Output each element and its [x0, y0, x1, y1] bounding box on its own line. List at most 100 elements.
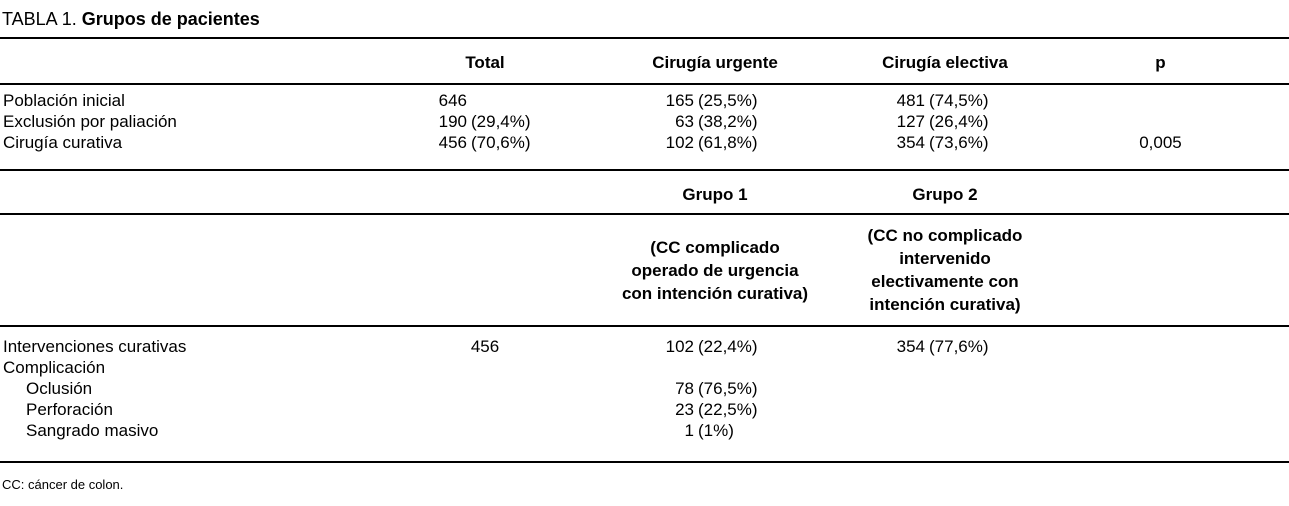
cell-grupo-1: 102 (22,4%) [572, 336, 858, 357]
cell-urgente: 165 (25,5%) [572, 90, 858, 111]
row-label: Exclusión por paliación [3, 112, 177, 131]
cell-p-value [1032, 90, 1289, 111]
cell-number: 646 [438, 91, 467, 110]
header-empty [0, 39, 398, 83]
header-total: Total [465, 53, 505, 72]
table-title-label: TABLA 1. [2, 9, 77, 29]
cell-number: 102 [665, 133, 694, 152]
row-label: Sangrado masivo [26, 421, 159, 440]
header-cirugia-urgente: Cirugía urgente [652, 53, 778, 72]
cell-percent: (22,4%) [698, 337, 758, 356]
cell-p-value [1032, 111, 1289, 132]
cell-total: 456 [470, 337, 500, 356]
cell-percent: (70,6%) [471, 133, 531, 152]
cell-empty [1032, 420, 1289, 441]
cell-total [398, 357, 572, 378]
cell-number: 354 [896, 133, 925, 152]
table-title-name: Grupos de pacientes [81, 9, 260, 29]
description-line: con intención curativa) [621, 283, 809, 303]
horizontal-rule [0, 325, 1289, 327]
row-label: Cirugía curativa [3, 133, 123, 152]
cell-percent: (76,5%) [698, 379, 758, 398]
table-row: Población inicial 646 165 (25,5%) 481 (74,… [0, 90, 1289, 111]
cell-electiva: 127 (26,4%) [858, 111, 1032, 132]
table-row: Exclusión por paliación 190 (29,4%) 63 (38… [0, 111, 1289, 132]
cell-number: 354 [896, 337, 925, 356]
cell-total: 646 [398, 90, 572, 111]
description-line: intervenido [899, 249, 991, 268]
header-cirugia-electiva: Cirugía electiva [882, 53, 1008, 72]
cell-electiva: 481 (74,5%) [858, 90, 1032, 111]
horizontal-rule [0, 213, 1289, 215]
cell-percent: (74,5%) [929, 91, 989, 110]
cell-total [398, 420, 572, 441]
cell-grupo-2 [858, 357, 1032, 378]
table-row: Complicación [0, 357, 1289, 378]
cell-urgente: 102 (61,8%) [572, 132, 858, 153]
cell-total [398, 399, 572, 420]
footnote: CC: cáncer de colon. [2, 477, 124, 492]
cell-grupo-1: 23 (22,5%) [572, 399, 858, 420]
cell-grupo-1 [572, 357, 858, 378]
cell-total [398, 378, 572, 399]
column-header-row: Total Cirugía urgente Cirugía electiva p [0, 39, 1289, 83]
row-label: Intervenciones curativas [3, 337, 187, 356]
cell-percent: (29,4%) [471, 112, 531, 131]
horizontal-rule [0, 37, 1289, 39]
cell-percent: (38,2%) [698, 112, 758, 131]
header-empty [0, 171, 398, 213]
description-line: intención curativa) [869, 295, 1021, 314]
cell-number: 127 [896, 112, 925, 131]
cell-percent: (77,6%) [929, 337, 989, 356]
row-label: Complicación [3, 358, 106, 377]
row-label: Población inicial [3, 91, 125, 110]
table-row: Perforación 23 (22,5%) [0, 399, 1289, 420]
header-grupo-2: Grupo 2 [912, 185, 978, 204]
cell-number: 63 [675, 112, 694, 131]
horizontal-rule [0, 83, 1289, 85]
group-header-row: Grupo 1 Grupo 2 [0, 171, 1289, 213]
cell-grupo-2 [858, 399, 1032, 420]
cell-percent: (73,6%) [929, 133, 989, 152]
table-row: Oclusión 78 (76,5%) [0, 378, 1289, 399]
cell-percent: (25,5%) [698, 91, 758, 110]
cell-number: 1 [684, 421, 694, 440]
cell-grupo-2 [858, 378, 1032, 399]
header-grupo-1: Grupo 1 [682, 185, 748, 204]
cell-grupo-1: 78 (76,5%) [572, 378, 858, 399]
cell-urgente: 63 (38,2%) [572, 111, 858, 132]
cell-grupo-2 [858, 420, 1032, 441]
description-line: (CC complicado [650, 237, 780, 257]
cell-empty [1032, 399, 1289, 420]
top-table-body: Población inicial 646 165 (25,5%) 481 (74,… [0, 85, 1289, 169]
cell-total: 456 (70,6%) [398, 132, 572, 153]
cell-number: 102 [665, 337, 694, 356]
horizontal-rule [0, 461, 1289, 463]
header-p: p [1155, 53, 1166, 72]
bottom-table-body: Intervenciones curativas 456 102 (22,4%) … [0, 327, 1289, 461]
cell-number: 165 [665, 91, 694, 110]
cell-percent: (22,5%) [698, 400, 758, 419]
header-empty [1032, 171, 1289, 213]
cell-number: 481 [896, 91, 925, 110]
description-line: electivamente con [871, 272, 1019, 291]
cell-empty [1032, 378, 1289, 399]
group-description-row: (CC complicado operado de urgencia con i… [0, 215, 1289, 325]
description-line: operado de urgencia [631, 260, 799, 280]
cell-number: 456 [438, 133, 467, 152]
header-empty [398, 171, 572, 213]
cell-p-value: 0,005 [1139, 133, 1182, 152]
cell-percent: (61,8%) [698, 133, 758, 152]
cell-empty [1032, 357, 1289, 378]
cell-electiva: 354 (73,6%) [858, 132, 1032, 153]
horizontal-rule [0, 169, 1289, 171]
cell-number: 78 [675, 379, 694, 398]
cell-empty [1032, 336, 1289, 357]
cell-number: 190 [438, 112, 467, 131]
cell-grupo-1: 1 (1%) [572, 420, 858, 441]
table-row: Cirugía curativa 456 (70,6%) 102 (61,8%) 3… [0, 132, 1289, 153]
grupo-1-description: (CC complicado operado de urgencia con i… [572, 236, 858, 305]
table-row: Sangrado masivo 1 (1%) [0, 420, 1289, 441]
row-label: Oclusión [26, 379, 93, 398]
